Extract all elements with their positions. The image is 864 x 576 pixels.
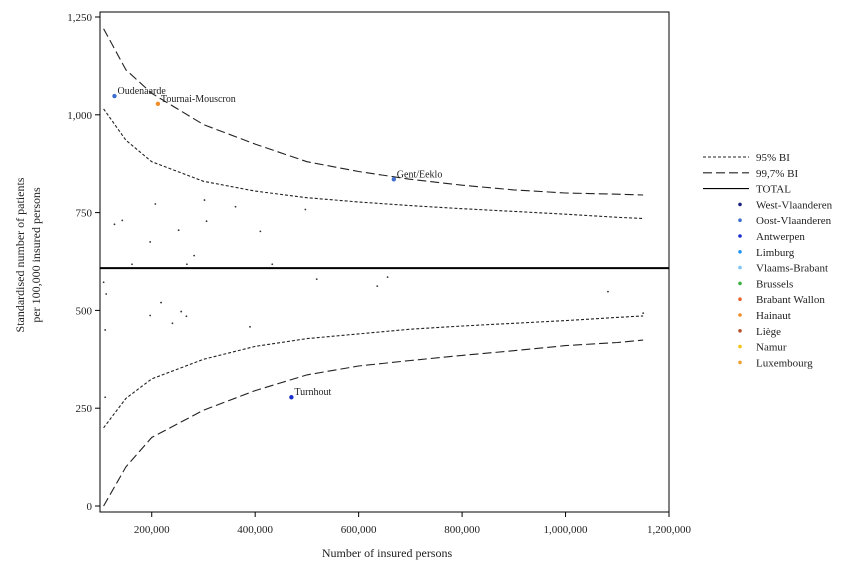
y-tick-label: 1,000 [67, 110, 92, 122]
legend: 95% BI 99,7% BI TOTAL West-Vlaanderen Oost-V… [703, 152, 833, 369]
data-point [160, 301, 162, 304]
y-tick-label: 250 [76, 403, 93, 415]
data-point [113, 223, 116, 226]
legend-dot-swatch [738, 234, 742, 238]
legend-label: Namur [756, 342, 787, 354]
legend-label: Hainaut [756, 310, 791, 322]
point-label: Gent/Eeklo [397, 169, 443, 180]
data-point [607, 290, 609, 293]
x-tick-label: 1,200,000 [647, 524, 692, 536]
x-tick-label: 600,000 [341, 524, 377, 536]
data-point [315, 278, 318, 281]
y-tick-label: 0 [87, 501, 93, 513]
x-tick-label: 200,000 [134, 524, 170, 536]
data-point [105, 293, 108, 295]
data-point [186, 263, 188, 266]
data-point [131, 263, 133, 266]
plot-frame [99, 11, 670, 513]
y-axis-title-line-1: Standardised number of patients [13, 177, 27, 332]
y-axis-title-line-2: per 100,000 insured persons [29, 187, 43, 323]
legend-dot-swatch [738, 329, 742, 333]
data-point [193, 254, 196, 257]
data-point [234, 205, 237, 208]
legend-dot-swatch [738, 344, 742, 349]
legend-dot-swatch [738, 281, 742, 286]
y-tick-label: 500 [76, 305, 93, 317]
legend-label: 95% BI [756, 152, 790, 164]
point-label: Oudenaarde [117, 86, 166, 97]
legend-dot-swatch [738, 218, 742, 222]
point-label: Turnhout [294, 387, 331, 398]
data-point [642, 312, 645, 315]
ci997-upper-line [103, 28, 644, 196]
confidence-bands [100, 28, 669, 507]
labeled-point [289, 395, 294, 400]
data-point [203, 199, 206, 201]
x-tick-label: 400,000 [237, 524, 273, 536]
data-point [180, 310, 183, 313]
x-tick-label: 1,000,000 [544, 524, 589, 536]
labeled-point [155, 101, 161, 107]
point-label: Tournai-Mouscron [161, 94, 236, 105]
legend-label: Limburg [756, 247, 795, 259]
legend-dot-swatch [738, 297, 742, 302]
legend-label: West-Vlaanderen [756, 199, 833, 211]
data-points [102, 93, 645, 400]
legend-dot-swatch [738, 313, 742, 317]
legend-label: Brussels [756, 278, 793, 290]
data-point [149, 241, 152, 243]
data-point [376, 285, 379, 288]
legend-dot-swatch [738, 265, 742, 270]
legend-label: Antwerpen [756, 231, 805, 243]
labeled-point [391, 177, 397, 182]
data-point [104, 396, 107, 399]
legend-label: Liège [756, 326, 781, 338]
data-point [185, 315, 188, 318]
data-point [149, 314, 152, 317]
legend-dot-swatch [738, 202, 742, 207]
data-point [102, 281, 105, 284]
data-point [259, 230, 262, 233]
data-point [104, 329, 107, 331]
legend-label: Brabant Wallon [756, 294, 825, 306]
data-point [171, 322, 174, 325]
data-point [177, 229, 180, 232]
ci997-lower-line [103, 339, 644, 507]
x-axis-title: Number of insured persons [322, 546, 453, 560]
data-point [249, 325, 251, 328]
ci95-upper-line [103, 108, 644, 220]
legend-label: 99,7% BI [756, 168, 799, 180]
data-point [154, 203, 157, 205]
data-point [205, 220, 208, 223]
legend-label: TOTAL [756, 184, 791, 196]
y-tick-label: 1,250 [67, 12, 92, 24]
y-tick-label: 750 [76, 208, 93, 220]
ci95-lower-line [103, 315, 644, 429]
legend-label: Vlaams-Brabant [756, 263, 828, 275]
legend-label: Luxembourg [756, 357, 813, 369]
data-point [386, 276, 389, 279]
legend-dot-swatch [738, 250, 742, 254]
labeled-point [112, 93, 117, 99]
x-tick-label: 800,000 [444, 524, 480, 536]
legend-dot-swatch [738, 360, 742, 365]
data-point [121, 219, 124, 222]
data-point [271, 263, 274, 266]
legend-label: Oost-Vlaanderen [756, 215, 832, 227]
data-point [304, 208, 307, 211]
axis-ticks: 200,000 400,000 600,000 800,000 1,000,000 1,2… [67, 12, 691, 536]
